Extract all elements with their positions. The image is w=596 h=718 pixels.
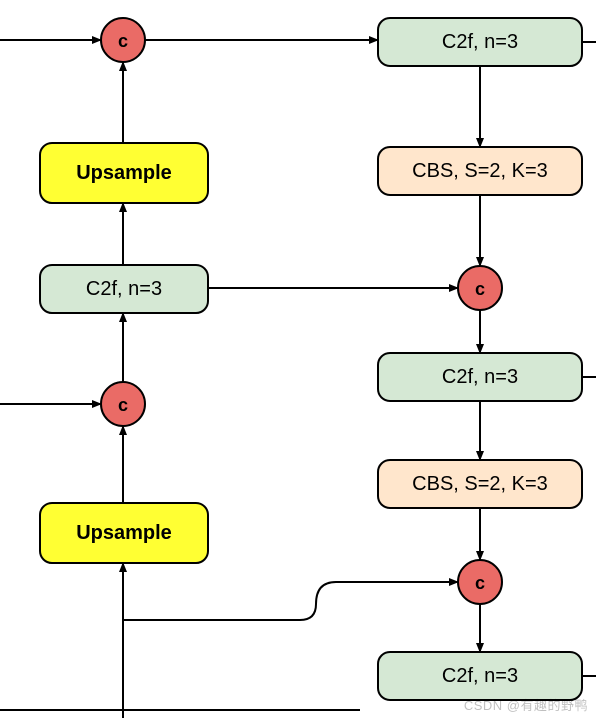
node-concat_mid-label: c [475,279,485,299]
node-concat_top-label: c [118,31,128,51]
edge-curve_to_cbot [123,582,458,620]
node-c2f_bot: C2f, n=3 [378,652,582,700]
node-concat_left-label: c [118,395,128,415]
node-c2f_bot-label: C2f, n=3 [442,665,518,687]
node-c2f_top: C2f, n=3 [378,18,582,66]
node-upsample_2: Upsample [40,503,208,563]
node-cbs_1: CBS, S=2, K=3 [378,147,582,195]
node-c2f_top-label: C2f, n=3 [442,31,518,53]
node-upsample_2-label: Upsample [76,522,172,544]
node-c2f_mid: C2f, n=3 [378,353,582,401]
diagram-canvas: c C2f, n=3 Upsample CBS, S=2, K=3 C2f, n=3 c C… [0,0,596,718]
node-concat_left: c [101,382,145,426]
nodes-layer: c C2f, n=3 Upsample CBS, S=2, K=3 C2f, n=3 c C… [40,18,582,700]
node-concat_bot-label: c [475,573,485,593]
node-upsample_1: Upsample [40,143,208,203]
node-c2f_left: C2f, n=3 [40,265,208,313]
node-cbs_1-label: CBS, S=2, K=3 [412,160,548,182]
node-concat_top: c [101,18,145,62]
node-c2f_left-label: C2f, n=3 [86,278,162,300]
node-cbs_2: CBS, S=2, K=3 [378,460,582,508]
node-concat_bot: c [458,560,502,604]
node-upsample_1-label: Upsample [76,162,172,184]
node-c2f_mid-label: C2f, n=3 [442,366,518,388]
watermark-text: CSDN @有趣的野鸭 [464,695,588,714]
node-cbs_2-label: CBS, S=2, K=3 [412,473,548,495]
node-concat_mid: c [458,266,502,310]
